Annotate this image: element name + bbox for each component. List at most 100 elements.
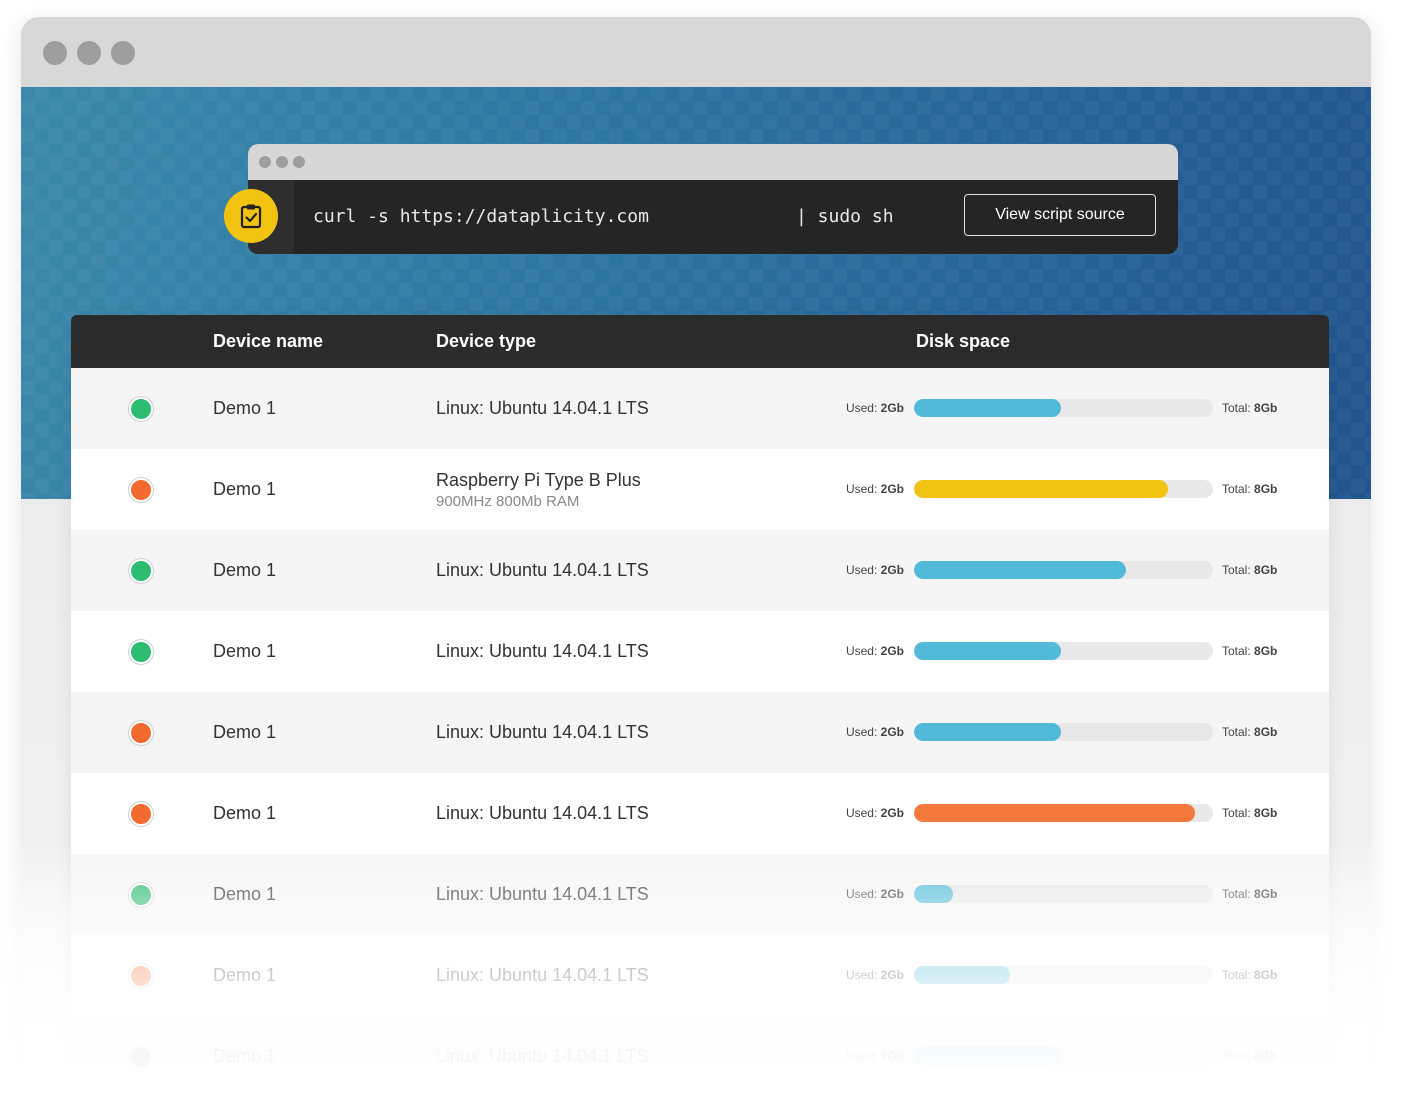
device-type-cell: Linux: Ubuntu 14.04.1 LTS [436,611,649,692]
header-device-type[interactable]: Device type [436,331,537,351]
device-name[interactable]: Demo 1 [213,641,277,661]
device-name[interactable]: Demo 1 [213,1046,277,1066]
device-name[interactable]: Demo 1 [213,722,277,742]
device-type: Linux: Ubuntu 14.04.1 LTS [436,398,649,418]
disk-used-label: Used: 2Gb [831,1016,904,1097]
total-caption: Total: [1222,563,1251,577]
status-indicator [129,1045,153,1069]
table-header: Device name Device type Disk space [71,315,1329,368]
install-command-pipe[interactable]: | sudo sh [796,206,894,227]
device-name[interactable]: Demo 1 [213,479,277,499]
table-row[interactable]: Demo 1 Linux: Ubuntu 14.04.1 LTS Used: 2Gb… [71,1016,1329,1097]
table-row[interactable]: Demo 1 Linux: Ubuntu 14.04.1 LTS Used: 2Gb… [71,611,1329,692]
status-indicator [129,478,153,502]
terminal-dot [259,156,271,168]
disk-used-label: Used: 2Gb [831,773,904,854]
devices-table: Device name Device type Disk space Demo … [71,315,1329,1103]
used-value: 2Gb [880,482,904,496]
disk-usage-bar [914,399,1213,417]
device-name[interactable]: Demo 1 [213,884,277,904]
status-indicator [129,964,153,988]
disk-usage-bar [914,561,1213,579]
disk-used-label: Used: 2Gb [831,611,904,692]
table-row[interactable]: Demo 1 Linux: Ubuntu 14.04.1 LTS Used: 2Gb… [71,773,1329,854]
used-caption: Used: [845,968,878,982]
used-value: 2Gb [880,887,904,901]
copy-command-button[interactable] [224,189,278,243]
device-type: Linux: Ubuntu 14.04.1 LTS [436,803,649,823]
table-row[interactable]: Demo 1 Raspberry Pi Type B Plus 900MHz 800… [71,449,1329,530]
device-type: Linux: Ubuntu 14.04.1 LTS [436,884,649,904]
clipboard-check-icon [240,204,262,229]
total-value: 8Gb [1254,968,1278,982]
device-name[interactable]: Demo 1 [213,965,277,985]
total-value: 8Gb [1254,806,1278,820]
disk-used-label: Used: 2Gb [831,449,904,530]
used-caption: Used: [845,644,878,658]
total-value: 8Gb [1254,725,1278,739]
terminal-dot [293,156,305,168]
device-type-cell: Linux: Ubuntu 14.04.1 LTS [436,1016,649,1097]
device-type-cell: Linux: Ubuntu 14.04.1 LTS [436,854,649,935]
window-close-dot[interactable] [43,41,67,65]
status-indicator [129,559,153,583]
device-type: Linux: Ubuntu 14.04.1 LTS [436,965,649,985]
used-value: 2Gb [880,968,904,982]
disk-total-label: Total: 8Gb [1222,611,1277,692]
install-command-text[interactable]: curl -s https://dataplicity.com [313,206,649,227]
terminal-dot [276,156,288,168]
disk-used-label: Used: 2Gb [831,854,904,935]
table-row[interactable]: Demo 1 Linux: Ubuntu 14.04.1 LTS Used: 2Gb… [71,854,1329,935]
disk-total-label: Total: 8Gb [1222,368,1277,449]
header-disk-space[interactable]: Disk space [916,331,1011,351]
device-name[interactable]: Demo 1 [213,560,277,580]
total-caption: Total: [1222,887,1251,901]
disk-used-label: Used: 2Gb [831,530,904,611]
view-script-source-button[interactable]: View script source [964,194,1156,236]
disk-used-label: Used: 2Gb [831,368,904,449]
table-row[interactable]: Demo 1 Linux: Ubuntu 14.04.1 LTS Used: 2Gb… [71,935,1329,1016]
device-type: Linux: Ubuntu 14.04.1 LTS [436,641,649,661]
disk-usage-bar [914,966,1213,984]
total-value: 8Gb [1254,887,1278,901]
used-value: 2Gb [880,401,904,415]
disk-usage-fill [914,966,1010,984]
device-type-cell: Linux: Ubuntu 14.04.1 LTS [436,368,649,449]
used-caption: Used: [845,1049,878,1063]
used-value: 2Gb [880,644,904,658]
disk-used-label: Used: 2Gb [831,692,904,773]
device-type: Raspberry Pi Type B Plus [436,469,641,490]
device-type: Linux: Ubuntu 14.04.1 LTS [436,722,649,742]
disk-usage-bar [914,723,1213,741]
disk-usage-fill [914,561,1127,579]
disk-usage-bar [914,480,1213,498]
used-caption: Used: [845,482,878,496]
total-caption: Total: [1222,806,1251,820]
device-type-cell: Raspberry Pi Type B Plus 900MHz 800Mb RAM [436,449,641,530]
device-type: Linux: Ubuntu 14.04.1 LTS [436,560,649,580]
disk-total-label: Total: 8Gb [1222,692,1277,773]
disk-usage-fill [914,1047,1061,1065]
disk-usage-fill [914,723,1061,741]
status-indicator [129,883,153,907]
header-device-name[interactable]: Device name [213,331,324,351]
total-value: 8Gb [1254,401,1278,415]
window-maximize-dot[interactable] [111,41,135,65]
used-value: 2Gb [880,563,904,577]
table-row[interactable]: Demo 1 Linux: Ubuntu 14.04.1 LTS Used: 2Gb… [71,692,1329,773]
device-name[interactable]: Demo 1 [213,398,277,418]
total-caption: Total: [1222,1049,1251,1063]
disk-total-label: Total: 8Gb [1222,773,1277,854]
device-type-cell: Linux: Ubuntu 14.04.1 LTS [436,773,649,854]
table-row[interactable]: Demo 1 Linux: Ubuntu 14.04.1 LTS Used: 2Gb… [71,368,1329,449]
disk-usage-fill [914,399,1061,417]
window-minimize-dot[interactable] [77,41,101,65]
device-type: Linux: Ubuntu 14.04.1 LTS [436,1046,649,1066]
total-value: 8Gb [1254,1049,1278,1063]
used-caption: Used: [845,401,878,415]
terminal-titlebar [248,144,1178,180]
device-name[interactable]: Demo 1 [213,803,277,823]
table-row[interactable]: Demo 1 Linux: Ubuntu 14.04.1 LTS Used: 2Gb… [71,530,1329,611]
disk-usage-bar [914,885,1213,903]
disk-usage-fill [914,642,1061,660]
